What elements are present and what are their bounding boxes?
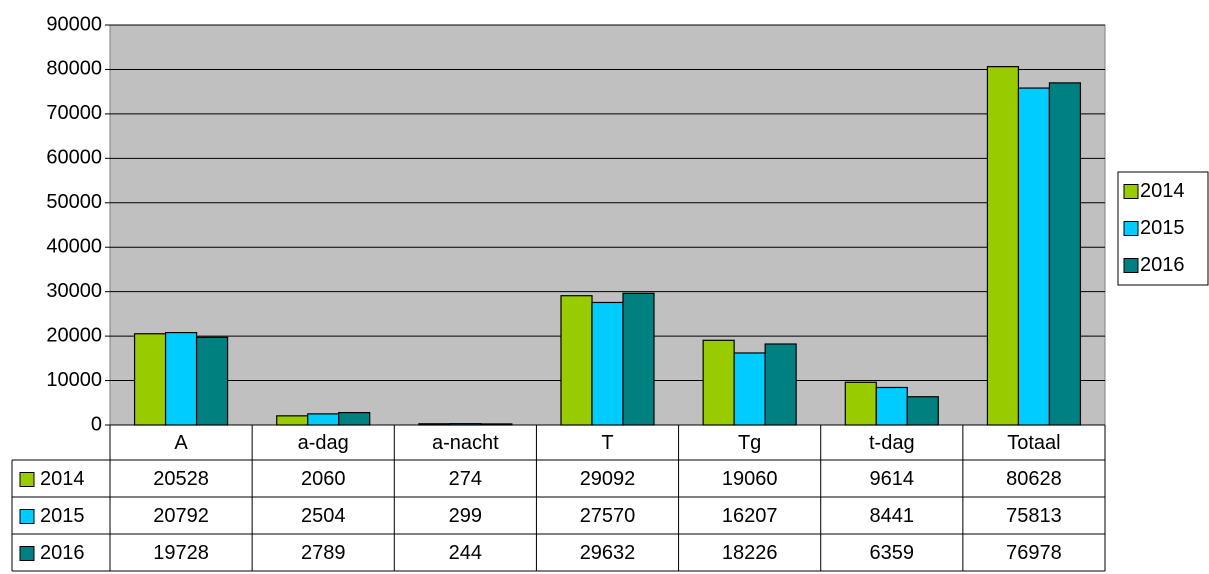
table-legend-key — [19, 509, 35, 524]
table-cell: 6359 — [870, 542, 915, 564]
bar — [1048, 82, 1082, 426]
legend-label: 2014 — [1140, 180, 1185, 202]
bar — [986, 66, 1020, 426]
table-cell: 16207 — [722, 505, 778, 527]
table-cell: 18226 — [722, 542, 778, 564]
bar — [195, 336, 229, 426]
bar — [875, 386, 908, 426]
legend-key — [1123, 221, 1139, 236]
table-cell: 29632 — [580, 542, 636, 564]
legend-key — [1123, 258, 1139, 273]
table-cell: 27570 — [580, 505, 636, 527]
table-cell: 8441 — [870, 505, 915, 527]
x-tick-label: a-dag — [298, 432, 349, 454]
table-cell: 75813 — [1006, 505, 1062, 527]
table-cell: 2789 — [301, 542, 346, 564]
table-legend-key — [19, 472, 35, 487]
table-row-label: 2016 — [40, 542, 85, 564]
bar — [591, 301, 624, 426]
bar — [164, 331, 198, 426]
bar — [764, 343, 797, 426]
table-cell: 244 — [449, 542, 482, 564]
x-tick-label: a-nacht — [432, 432, 499, 454]
x-tick-label: Tg — [738, 432, 761, 454]
legend-label: 2015 — [1140, 217, 1185, 239]
bar — [733, 352, 766, 426]
y-tick-label: 20000 — [46, 324, 102, 346]
bar — [276, 415, 309, 426]
y-tick-label: 90000 — [46, 13, 102, 35]
table-cell: 76978 — [1006, 542, 1062, 564]
y-tick-label: 60000 — [46, 147, 102, 169]
legend-label: 2016 — [1140, 254, 1185, 276]
table-cell: 20792 — [153, 505, 209, 527]
bar — [622, 292, 655, 426]
table-cell: 19060 — [722, 468, 778, 490]
x-tick-label: Totaal — [1007, 432, 1060, 454]
table-cell: 80628 — [1006, 468, 1062, 490]
x-tick-label: A — [174, 432, 188, 454]
y-tick-label: 10000 — [46, 369, 102, 391]
table-cell: 274 — [449, 468, 482, 490]
y-tick-label: 70000 — [46, 102, 102, 124]
table-cell: 299 — [449, 505, 482, 527]
bar — [702, 339, 735, 426]
y-tick-label: 40000 — [46, 236, 102, 258]
table-row-label: 2015 — [40, 505, 85, 527]
y-tick-label: 0 — [91, 413, 102, 435]
table-cell: 9614 — [870, 468, 915, 490]
bar — [906, 396, 939, 426]
table-cell: 2060 — [301, 468, 346, 490]
x-tick-label: T — [601, 432, 613, 454]
bar — [560, 295, 593, 426]
table-legend-key — [19, 546, 35, 561]
bar — [307, 413, 340, 426]
table-cell: 19728 — [153, 542, 209, 564]
x-tick-label: t-dag — [869, 432, 915, 454]
y-tick-label: 30000 — [46, 280, 102, 302]
y-tick-label: 80000 — [46, 58, 102, 80]
table-cell: 2504 — [301, 505, 346, 527]
bar — [844, 381, 877, 426]
table-row-label: 2014 — [40, 468, 85, 490]
y-tick-label: 50000 — [46, 191, 102, 213]
bar — [338, 412, 371, 426]
table-cell: 29092 — [580, 468, 636, 490]
legend-key — [1123, 184, 1139, 199]
bar — [1017, 87, 1051, 426]
table-cell: 20528 — [153, 468, 209, 490]
bar — [133, 333, 167, 426]
